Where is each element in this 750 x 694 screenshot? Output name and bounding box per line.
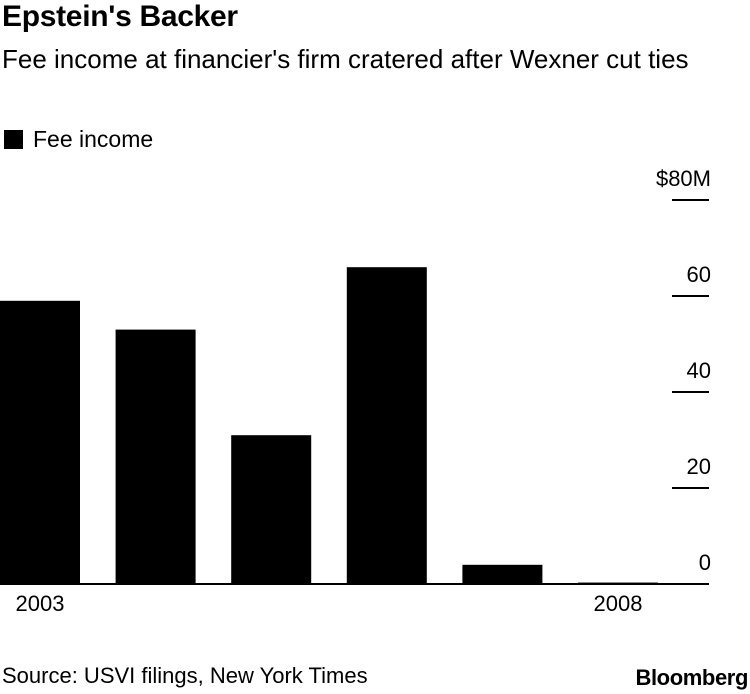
y-tick-label: 0 xyxy=(699,550,711,575)
x-tick-label: 2003 xyxy=(16,591,65,616)
legend-label: Fee income xyxy=(33,126,154,152)
legend-swatch xyxy=(4,130,23,149)
y-tick-label: 40 xyxy=(687,358,711,383)
bar-chart: 0 20 40 60 $80M 2003 2008 xyxy=(0,166,711,616)
bloomberg-logo: Bloomberg xyxy=(635,665,748,690)
chart-title: Epstein's Backer xyxy=(2,0,238,33)
chart-subtitle: Fee income at financier's firm cratered … xyxy=(2,44,689,74)
y-tick-label: 60 xyxy=(687,262,711,287)
legend: Fee income xyxy=(4,126,153,153)
bar xyxy=(231,435,312,584)
y-tick-label: $80M xyxy=(656,166,711,191)
source-note: Source: USVI filings, New York Times xyxy=(2,663,368,688)
bar xyxy=(346,267,427,584)
bar xyxy=(462,564,543,584)
bar xyxy=(0,300,80,584)
bar xyxy=(115,329,196,584)
y-tick-label: 20 xyxy=(687,454,711,479)
x-tick-label: 2008 xyxy=(594,591,643,616)
